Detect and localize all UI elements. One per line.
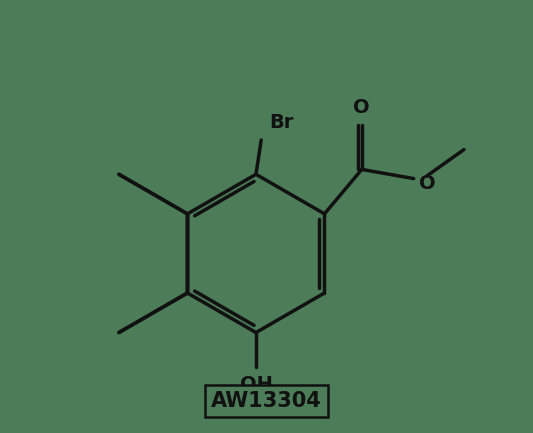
Text: Br: Br (269, 113, 294, 132)
Text: AW13304: AW13304 (211, 391, 322, 411)
Text: O: O (419, 174, 435, 194)
Text: O: O (353, 98, 370, 116)
Text: OH: OH (239, 375, 272, 394)
